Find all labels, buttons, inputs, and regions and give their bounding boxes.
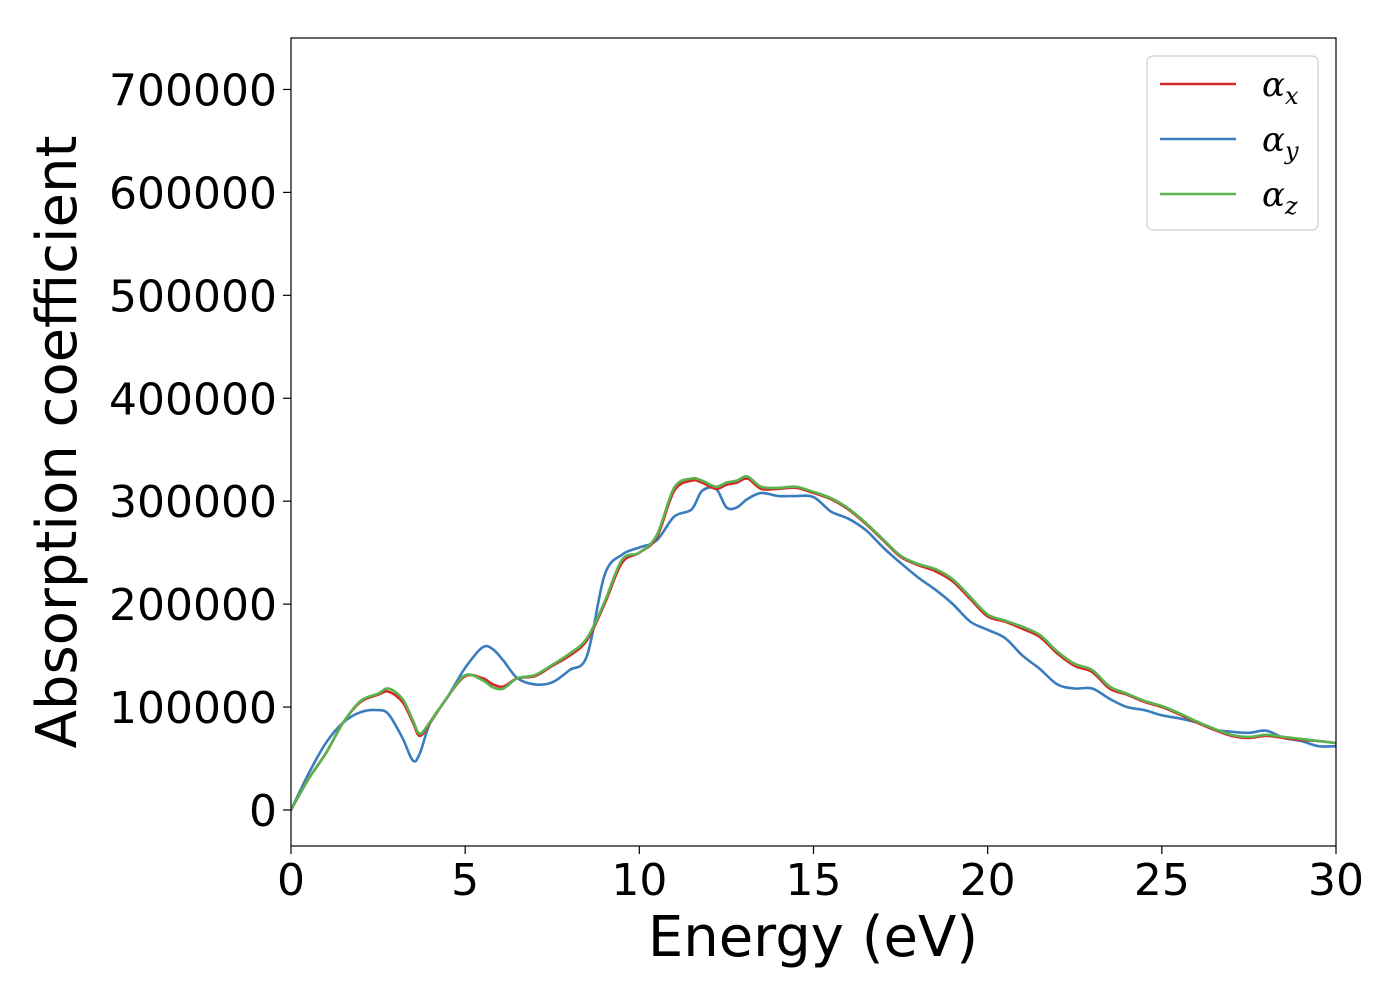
series-line-z <box>291 475 1336 812</box>
x-axis-label: Energy (eV) <box>648 905 978 970</box>
x-tick-label: 25 <box>1134 855 1190 906</box>
x-tick-label: 0 <box>277 855 305 906</box>
y-tick-label: 500000 <box>109 271 277 322</box>
y-tick-label: 600000 <box>109 168 277 219</box>
y-tick-label: 400000 <box>109 374 277 425</box>
x-tick-label: 20 <box>960 855 1016 906</box>
x-tick-label: 5 <box>451 855 479 906</box>
y-tick-label: 200000 <box>109 580 277 631</box>
y-tick-label: 100000 <box>109 683 277 734</box>
legend-label-y: αy <box>1262 120 1299 165</box>
x-tick-label: 15 <box>786 855 842 906</box>
legend-label-z: αz <box>1262 175 1298 220</box>
x-tick-label: 10 <box>611 855 667 906</box>
legend: αx αy αz <box>1146 55 1319 231</box>
y-tick-label: 0 <box>249 786 277 837</box>
y-axis-label: Absorption coefficient <box>25 136 90 749</box>
x-axis: 0 5 10 15 20 25 30 <box>277 846 1364 906</box>
x-tick-label: 30 <box>1308 855 1364 906</box>
y-tick-label: 300000 <box>109 477 277 528</box>
series-layer <box>291 475 1336 812</box>
legend-label-x: αx <box>1262 65 1299 110</box>
y-tick-label: 700000 <box>109 65 277 116</box>
legend-box <box>1146 55 1319 231</box>
y-axis: 0 100000 200000 300000 400000 500000 600000 700… <box>109 65 291 837</box>
